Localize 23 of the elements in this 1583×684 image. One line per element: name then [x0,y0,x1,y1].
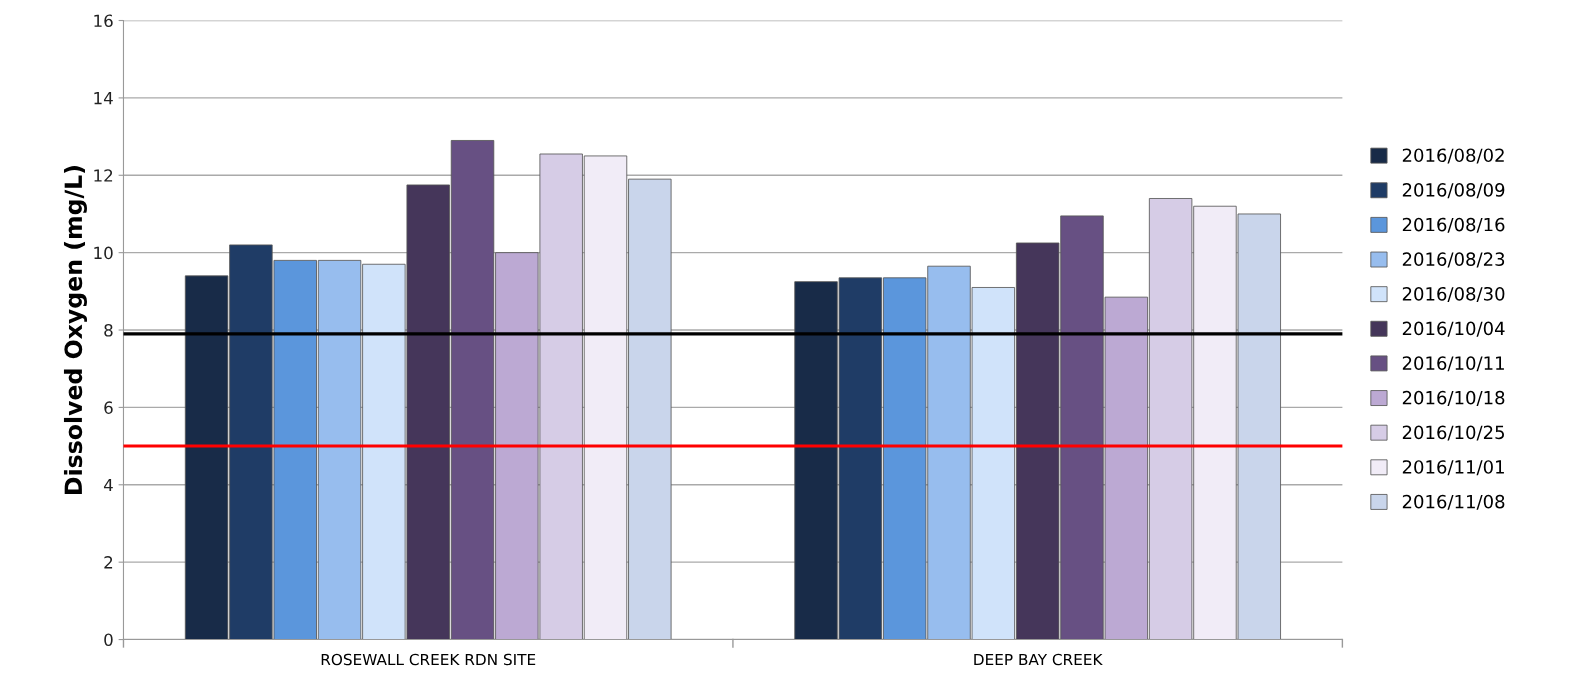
y-tick-label: 2 [104,556,113,569]
x-tick-label: DEEP BAY CREEK [974,653,1103,666]
legend-label: 2016/11/01 [1402,460,1504,476]
legend-label: 2016/10/18 [1402,390,1505,406]
legend-label: 2016/11/08 [1402,494,1505,510]
legend-label: 2016/08/09 [1402,183,1505,199]
y-tick-label: 14 [94,92,113,105]
x-tick-label: ROSEWALL CREEK RDN SITE [321,653,536,666]
y-tick-label: 10 [94,246,113,260]
legend-label: 2016/10/25 [1402,425,1505,441]
y-tick-label: 6 [104,401,113,414]
legend-label: 2016/08/16 [1402,217,1505,233]
legend-label: 2016/08/02 [1402,148,1504,164]
legend-label: 2016/08/23 [1402,252,1505,268]
y-tick-label: 4 [103,478,113,492]
y-tick-label: 16 [94,14,113,28]
legend-label: 2016/08/30 [1402,286,1505,303]
legend-label: 2016/10/04 [1402,321,1505,337]
y-axis-title: Dissolved Oxygen (mg/L) [63,166,87,494]
y-tick-label: 8 [104,323,113,337]
y-tick-label: 12 [94,169,113,182]
y-tick-label: 0 [104,633,113,647]
legend-label: 2016/10/11 [1402,356,1504,372]
